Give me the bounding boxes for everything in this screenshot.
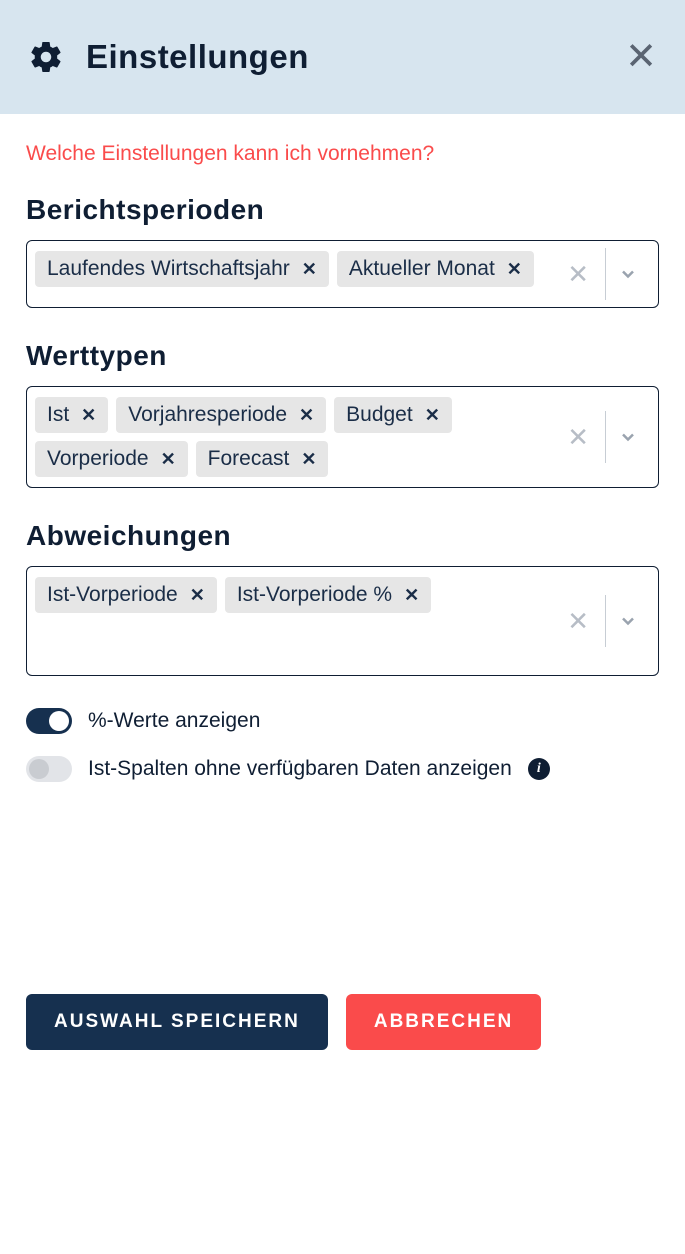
berichtsperioden-select[interactable]: Laufendes Wirtschaftsjahr ✕ Aktueller Mon… [26,240,659,308]
section-title: Berichtsperioden [26,194,659,226]
toggle-knob [29,759,49,779]
tag-remove-icon[interactable]: ✕ [425,405,440,426]
tag-remove-icon[interactable]: ✕ [190,585,205,606]
tag-label: Ist-Vorperiode % [237,583,392,607]
separator [605,248,606,300]
section-berichtsperioden: Berichtsperioden Laufendes Wirtschaftsja… [26,194,659,308]
clear-all-icon[interactable]: ✕ [557,422,599,453]
percent-toggle[interactable] [26,708,72,734]
tag-label: Vorjahresperiode [128,403,287,427]
chevron-down-icon[interactable] [612,427,644,447]
tag: Vorperiode ✕ [35,441,188,477]
gear-icon [28,39,64,75]
tag: Aktueller Monat ✕ [337,251,534,287]
section-title: Abweichungen [26,520,659,552]
header-left: Einstellungen [28,38,309,76]
multiselect-controls: ✕ [549,387,658,487]
clear-all-icon[interactable]: ✕ [557,259,599,290]
section-abweichungen: Abweichungen Ist-Vorperiode ✕ Ist-Vorperi… [26,520,659,676]
toggle-label: %-Werte anzeigen [88,709,260,733]
tag: Laufendes Wirtschaftsjahr ✕ [35,251,329,287]
tag: Ist-Vorperiode ✕ [35,577,217,613]
tag-remove-icon[interactable]: ✕ [299,405,314,426]
werttypen-select[interactable]: Ist ✕ Vorjahresperiode ✕ Budget ✕ Vorperiod… [26,386,659,488]
tag-remove-icon[interactable]: ✕ [301,449,316,470]
tag: Forecast ✕ [196,441,329,477]
tag-label: Budget [346,403,413,427]
tags-area: Ist ✕ Vorjahresperiode ✕ Budget ✕ Vorperiod… [27,387,549,487]
tag-label: Forecast [208,447,290,471]
tag-label: Aktueller Monat [349,257,495,281]
tags-area: Laufendes Wirtschaftsjahr ✕ Aktueller Mon… [27,241,549,307]
toggle-label: Ist-Spalten ohne verfügbaren Daten anzei… [88,757,512,781]
tag: Vorjahresperiode ✕ [116,397,326,433]
toggle-row-ist-empty: Ist-Spalten ohne verfügbaren Daten anzei… [26,756,659,782]
separator [605,595,606,647]
tag-remove-icon[interactable]: ✕ [161,449,176,470]
abweichungen-select[interactable]: Ist-Vorperiode ✕ Ist-Vorperiode % ✕ ✕ [26,566,659,676]
ist-empty-toggle[interactable] [26,756,72,782]
multiselect-controls: ✕ [549,241,658,307]
dialog-title: Einstellungen [86,38,309,76]
info-icon[interactable]: i [528,758,550,780]
chevron-down-icon[interactable] [612,264,644,284]
tags-area: Ist-Vorperiode ✕ Ist-Vorperiode % ✕ [27,567,549,675]
tag-label: Laufendes Wirtschaftsjahr [47,257,290,281]
tag-remove-icon[interactable]: ✕ [404,585,419,606]
toggle-row-percent: %-Werte anzeigen [26,708,659,734]
tag: Budget ✕ [334,397,452,433]
tag-label: Ist [47,403,69,427]
tag-remove-icon[interactable]: ✕ [81,405,96,426]
close-icon[interactable]: ✕ [625,38,657,76]
cancel-button[interactable]: ABBRECHEN [346,994,541,1050]
tag: Ist-Vorperiode % ✕ [225,577,431,613]
help-link[interactable]: Welche Einstellungen kann ich vornehmen? [26,142,659,166]
chevron-down-icon[interactable] [612,611,644,631]
multiselect-controls: ✕ [549,567,658,675]
tag-label: Vorperiode [47,447,149,471]
tag-remove-icon[interactable]: ✕ [302,259,317,280]
tag-label: Ist-Vorperiode [47,583,178,607]
save-button[interactable]: AUSWAHL SPEICHERN [26,994,328,1050]
dialog-header: Einstellungen ✕ [0,0,685,114]
separator [605,411,606,463]
tag: Ist ✕ [35,397,108,433]
section-title: Werttypen [26,340,659,372]
clear-all-icon[interactable]: ✕ [557,606,599,637]
toggle-knob [49,711,69,731]
dialog-footer: AUSWAHL SPEICHERN ABBRECHEN [0,994,685,1080]
dialog-content: Welche Einstellungen kann ich vornehmen?… [0,114,685,834]
tag-remove-icon[interactable]: ✕ [507,259,522,280]
section-werttypen: Werttypen Ist ✕ Vorjahresperiode ✕ Budget ✕… [26,340,659,488]
